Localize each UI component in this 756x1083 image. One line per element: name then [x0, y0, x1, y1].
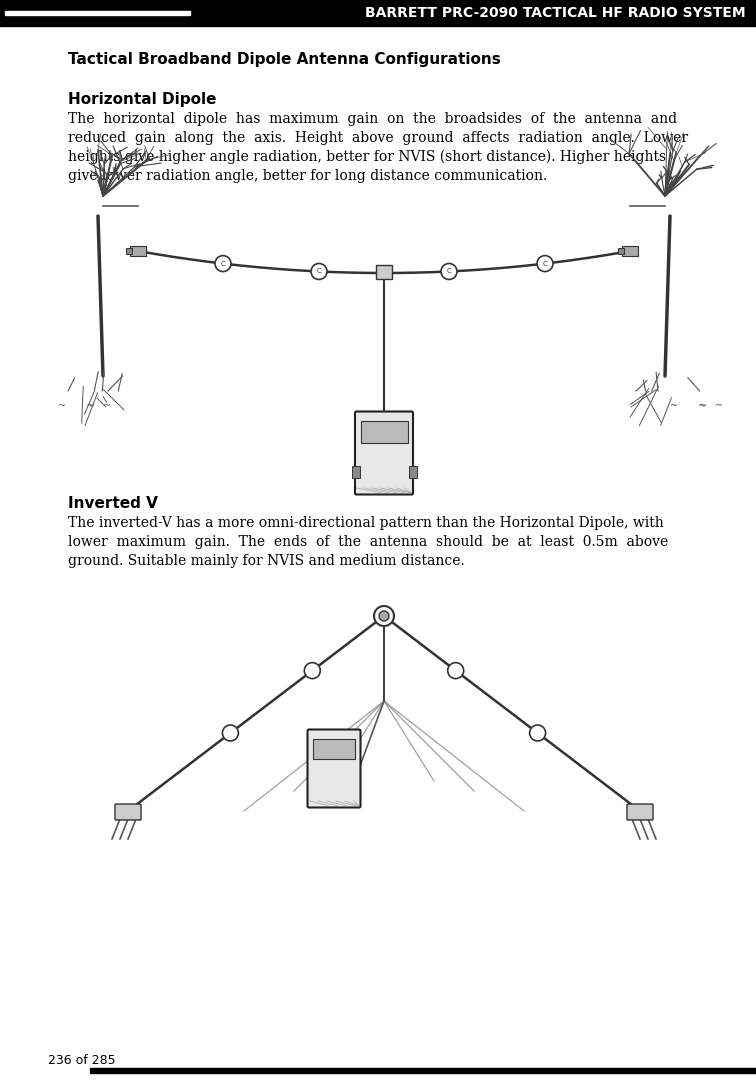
Bar — [622, 246, 638, 256]
FancyBboxPatch shape — [627, 804, 653, 820]
FancyBboxPatch shape — [308, 730, 361, 808]
Text: ~: ~ — [714, 401, 723, 412]
Bar — [313, 739, 355, 759]
Bar — [376, 265, 392, 279]
Bar — [352, 466, 360, 478]
Text: ground. Suitable mainly for NVIS and medium distance.: ground. Suitable mainly for NVIS and med… — [68, 554, 465, 567]
Bar — [130, 246, 146, 256]
FancyBboxPatch shape — [115, 804, 141, 820]
Bar — [408, 466, 417, 478]
Text: BARRETT PRC-2090 TACTICAL HF RADIO SYSTEM: BARRETT PRC-2090 TACTICAL HF RADIO SYSTE… — [365, 6, 746, 19]
Text: ~: ~ — [103, 401, 111, 412]
Circle shape — [215, 256, 231, 272]
Text: ~: ~ — [57, 401, 66, 412]
Text: 236 of 285: 236 of 285 — [48, 1054, 116, 1067]
Bar — [0, 0, 756, 26]
Text: Inverted V: Inverted V — [68, 496, 158, 511]
Text: C: C — [317, 269, 321, 274]
Text: Horizontal Dipole: Horizontal Dipole — [68, 92, 216, 107]
Text: ~: ~ — [699, 401, 708, 412]
Text: ~: ~ — [697, 401, 706, 412]
Text: heights give higher angle radiation, better for NVIS (short distance). Higher he: heights give higher angle radiation, bet… — [68, 151, 666, 165]
Circle shape — [537, 256, 553, 272]
Circle shape — [441, 263, 457, 279]
FancyBboxPatch shape — [355, 412, 413, 495]
Text: C: C — [447, 269, 451, 274]
Text: ~: ~ — [670, 401, 678, 412]
Text: lower  maximum  gain.  The  ends  of  the  antenna  should  be  at  least  0.5m : lower maximum gain. The ends of the ante… — [68, 535, 668, 549]
Bar — [5, 11, 190, 15]
Circle shape — [305, 663, 321, 679]
Circle shape — [311, 263, 327, 279]
Circle shape — [448, 663, 463, 679]
Text: C: C — [221, 261, 225, 266]
Text: Tactical Broadband Dipole Antenna Configurations: Tactical Broadband Dipole Antenna Config… — [68, 52, 500, 67]
Bar — [126, 248, 132, 255]
Circle shape — [530, 725, 546, 741]
Bar — [361, 421, 407, 443]
Text: The  horizontal  dipole  has  maximum  gain  on  the  broadsides  of  the  anten: The horizontal dipole has maximum gain o… — [68, 112, 677, 126]
Circle shape — [374, 606, 394, 626]
Circle shape — [379, 611, 389, 621]
Circle shape — [222, 725, 238, 741]
Text: ~: ~ — [85, 401, 94, 412]
Bar — [618, 248, 624, 255]
Text: give lower radiation angle, better for long distance communication.: give lower radiation angle, better for l… — [68, 169, 547, 183]
Text: C: C — [543, 261, 547, 266]
Text: reduced  gain  along  the  axis.  Height  above  ground  affects  radiation  ang: reduced gain along the axis. Height abov… — [68, 131, 688, 145]
Text: ~: ~ — [87, 401, 95, 412]
Bar — [90, 1068, 756, 1073]
Text: The inverted-V has a more omni-directional pattern than the Horizontal Dipole, w: The inverted-V has a more omni-direction… — [68, 516, 664, 530]
